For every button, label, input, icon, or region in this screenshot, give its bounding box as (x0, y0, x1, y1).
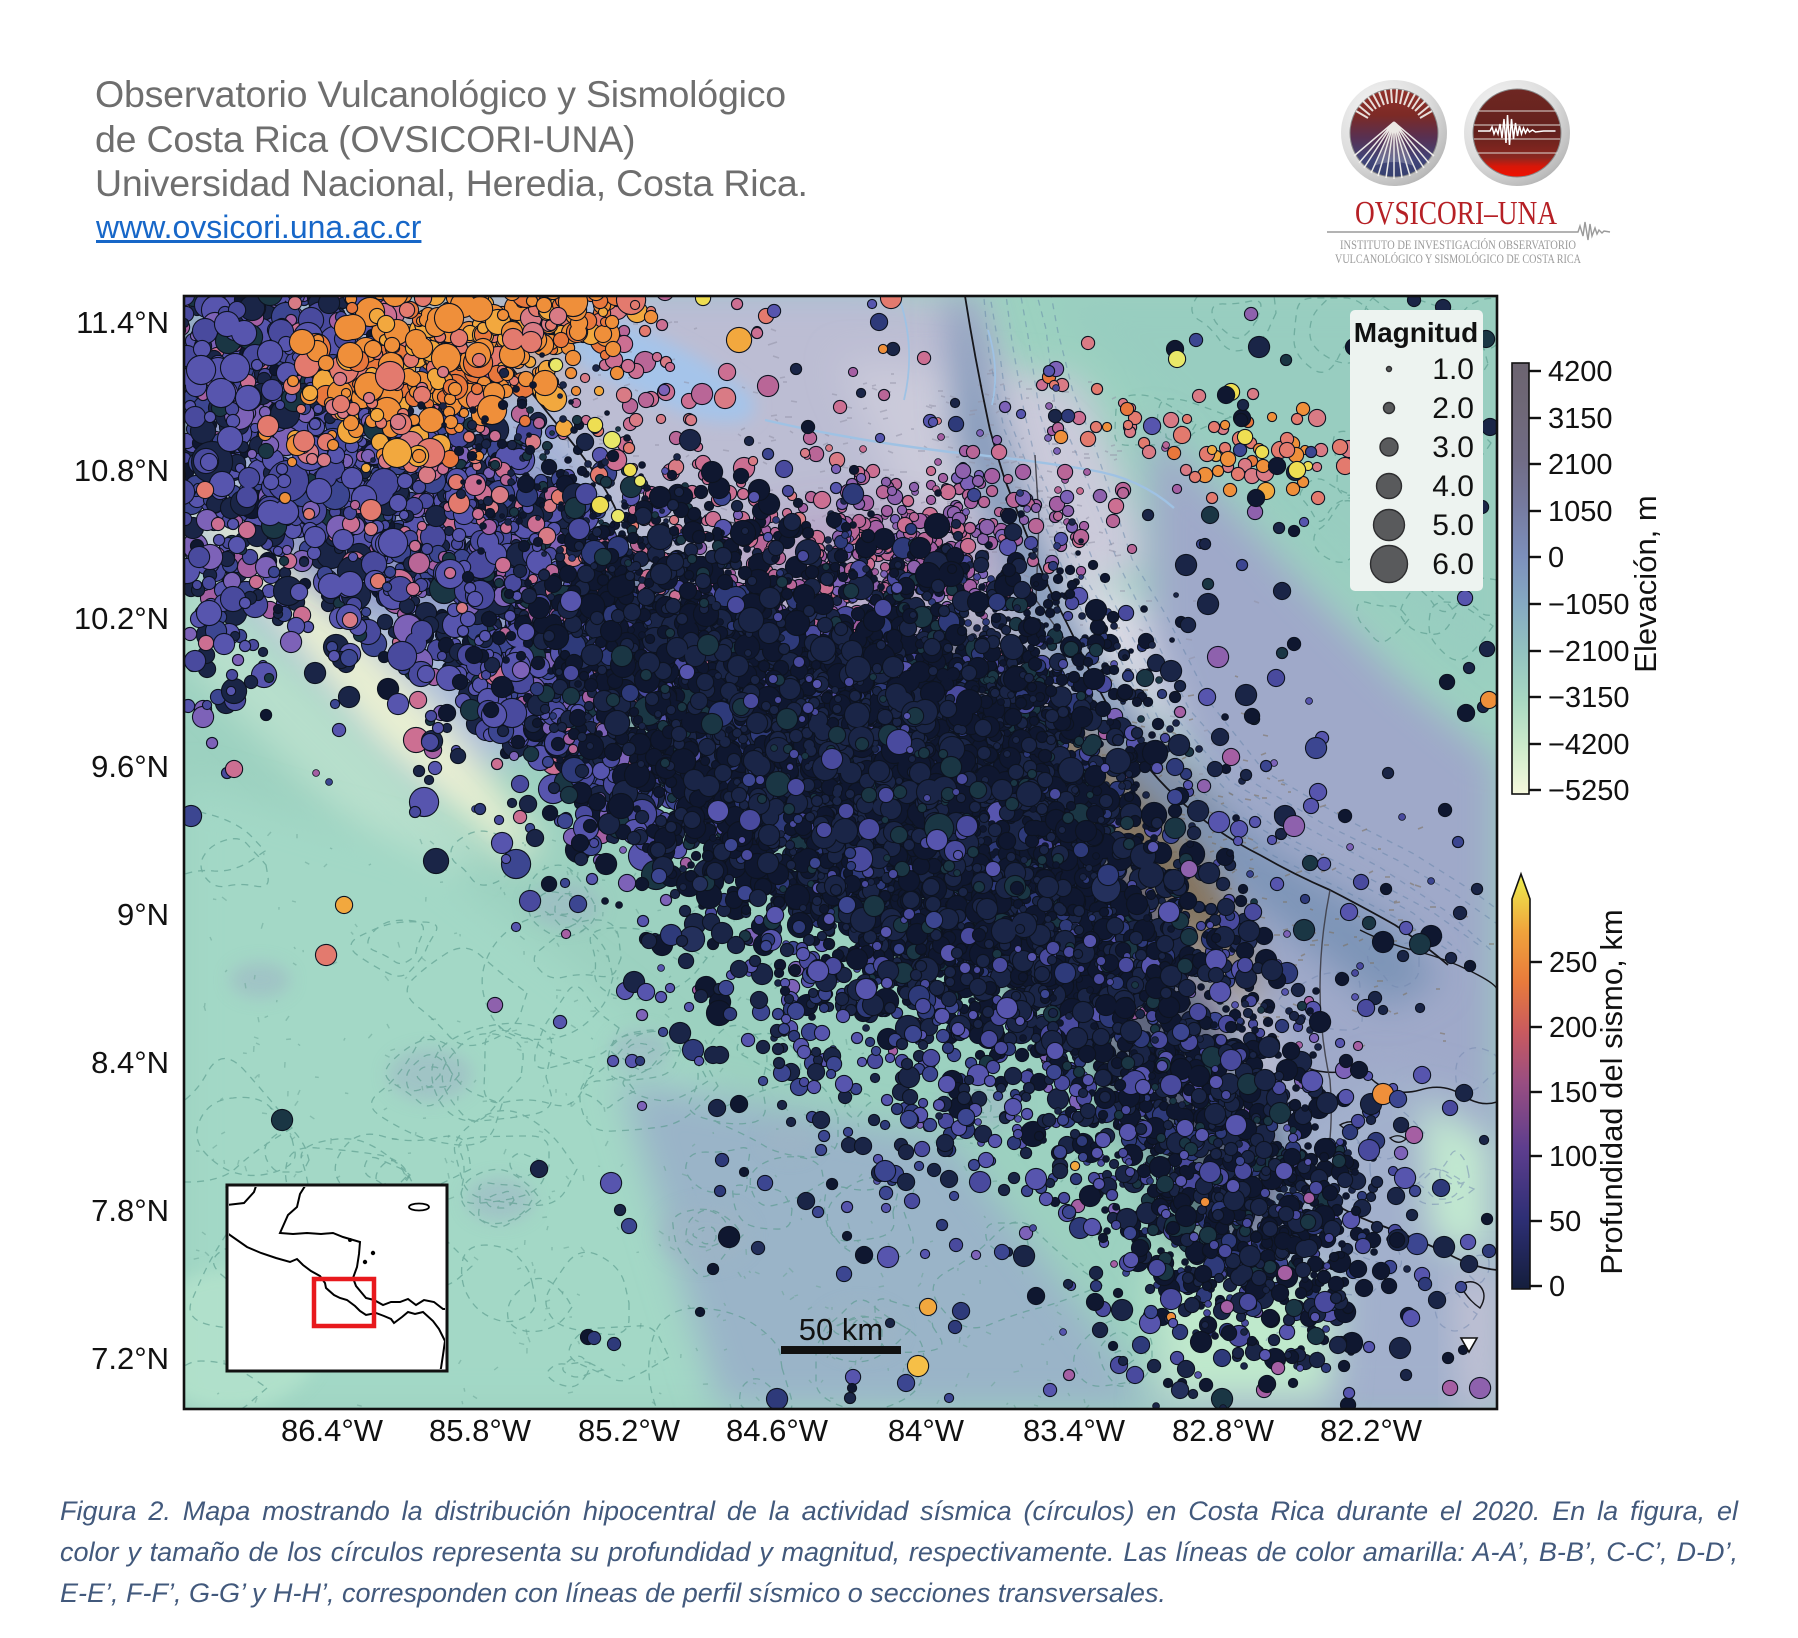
svg-text:9.6°N: 9.6°N (91, 749, 169, 784)
svg-text:−4200: −4200 (1548, 729, 1629, 761)
svg-text:7.2°N: 7.2°N (91, 1341, 169, 1376)
svg-text:0: 0 (1548, 542, 1564, 574)
svg-text:4200: 4200 (1548, 356, 1613, 388)
svg-text:OVSICORI–UNA: OVSICORI–UNA (1355, 195, 1557, 232)
svg-text:11.4°N: 11.4°N (76, 305, 169, 340)
svg-text:7.8°N: 7.8°N (91, 1193, 169, 1228)
svg-text:6.0: 6.0 (1432, 548, 1474, 581)
svg-text:100: 100 (1549, 1141, 1597, 1173)
svg-text:8.4°N: 8.4°N (91, 1045, 169, 1080)
svg-text:5.0: 5.0 (1432, 509, 1474, 542)
svg-text:1.0: 1.0 (1432, 353, 1474, 386)
svg-text:0: 0 (1549, 1271, 1565, 1303)
svg-text:−2100: −2100 (1548, 636, 1629, 668)
svg-text:3150: 3150 (1548, 403, 1613, 435)
svg-text:86.4°W: 86.4°W (281, 1413, 384, 1448)
svg-text:−3150: −3150 (1548, 682, 1629, 714)
svg-text:−5250: −5250 (1548, 775, 1629, 807)
svg-text:50 km: 50 km (799, 1312, 883, 1347)
svg-text:150: 150 (1549, 1077, 1597, 1109)
svg-text:84.6°W: 84.6°W (726, 1413, 829, 1448)
svg-text:82.8°W: 82.8°W (1172, 1413, 1275, 1448)
svg-text:200: 200 (1549, 1012, 1597, 1044)
svg-text:10.8°N: 10.8°N (74, 453, 169, 488)
svg-text:Magnitud: Magnitud (1354, 317, 1478, 348)
svg-text:4.0: 4.0 (1432, 470, 1474, 503)
svg-text:85.2°W: 85.2°W (578, 1413, 681, 1448)
svg-text:3.0: 3.0 (1432, 431, 1474, 464)
svg-text:Elevación, m: Elevación, m (1628, 495, 1663, 672)
svg-text:82.2°W: 82.2°W (1320, 1413, 1423, 1448)
svg-text:−1050: −1050 (1548, 589, 1629, 621)
svg-text:83.4°W: 83.4°W (1023, 1413, 1126, 1448)
svg-text:2100: 2100 (1548, 449, 1613, 481)
svg-text:10.2°N: 10.2°N (74, 601, 169, 636)
svg-text:50: 50 (1549, 1206, 1581, 1238)
svg-text:VULCANOLÓGICO Y SISMOLÓGICO DE: VULCANOLÓGICO Y SISMOLÓGICO DE COSTA RIC… (1335, 252, 1581, 266)
svg-text:INSTITUTO DE INVESTIGACIÓN OBS: INSTITUTO DE INVESTIGACIÓN OBSERVATORIO (1340, 238, 1576, 252)
svg-text:84°W: 84°W (888, 1413, 965, 1448)
svg-text:9°N: 9°N (117, 897, 169, 932)
svg-text:1050: 1050 (1548, 496, 1613, 528)
svg-text:2.0: 2.0 (1432, 392, 1474, 425)
svg-text:85.8°W: 85.8°W (429, 1413, 532, 1448)
svg-text:250: 250 (1549, 947, 1597, 979)
svg-text:Profundidad del sismo, km: Profundidad del sismo, km (1594, 909, 1629, 1274)
